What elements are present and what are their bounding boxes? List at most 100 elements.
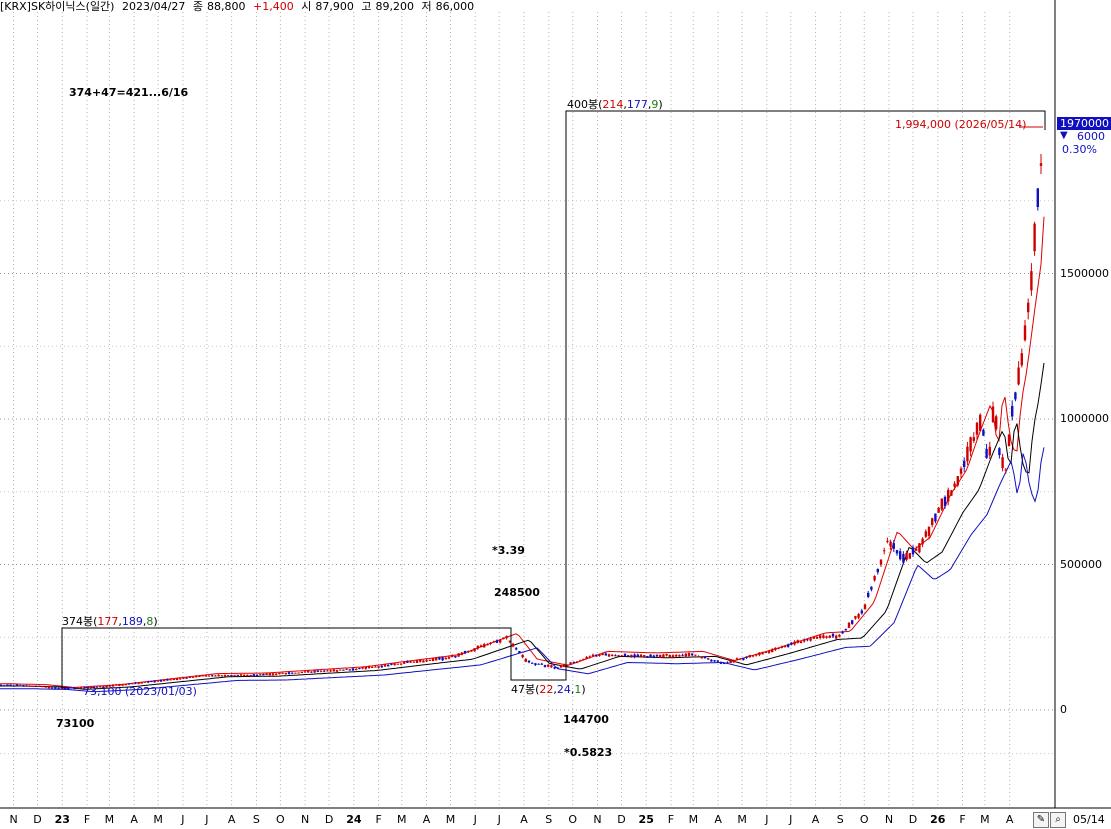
candle-body: [934, 513, 937, 522]
candle-body: [953, 483, 956, 487]
candle-body: [831, 633, 835, 637]
candle-body: [1030, 271, 1033, 291]
candle-body: [35, 686, 38, 688]
candle-body: [966, 446, 969, 462]
box3-a: 214: [602, 98, 624, 111]
candle-body: [582, 658, 585, 660]
candle-body: [806, 639, 809, 641]
x-tick-label: D: [617, 813, 626, 826]
candle-body: [271, 673, 275, 676]
candle-body: [799, 641, 803, 644]
candle-body: [972, 437, 975, 441]
x-tick-label: 23: [54, 813, 70, 826]
candle-body: [255, 674, 259, 676]
candle-body: [1001, 457, 1004, 469]
candle-body: [838, 634, 841, 637]
candle-body: [431, 658, 435, 662]
y-tick-label: 500000: [1060, 557, 1102, 571]
x-tick-label: F: [667, 813, 675, 826]
candle-body: [732, 660, 735, 663]
open-value: 87,900: [315, 0, 354, 13]
candle-body: [767, 650, 771, 653]
candle-body: [537, 663, 540, 665]
candle-body: [185, 677, 188, 679]
candle-body: [150, 681, 153, 683]
candle-body: [1027, 302, 1030, 313]
x-tick-label: J: [181, 813, 185, 826]
candle-body: [236, 674, 239, 676]
candle-body: [598, 654, 601, 656]
candle-body: [188, 676, 191, 679]
candle-body: [857, 614, 860, 618]
candle-body: [284, 673, 287, 675]
candle-body: [179, 678, 182, 680]
candle-body: [76, 687, 79, 689]
candle-body: [559, 665, 563, 668]
candle-body: [323, 670, 326, 672]
candle-body: [0, 684, 3, 686]
candle-body: [111, 684, 115, 687]
y-tick-label: 1000000: [1060, 412, 1109, 425]
candle-body: [396, 663, 399, 665]
sum-annotation: 374+47=421...6/16: [69, 86, 189, 99]
x-tick-label: J: [205, 813, 209, 826]
candle-body: [675, 654, 678, 657]
candle-body: [841, 631, 844, 634]
candle-body: [563, 664, 566, 668]
candle-body: [764, 652, 767, 654]
candle-body: [310, 671, 313, 673]
candle-body: [207, 675, 211, 677]
candle-body: [975, 422, 979, 435]
low-value: 86,000: [435, 0, 475, 13]
box1-c: 8: [146, 615, 154, 628]
candle-body: [947, 489, 950, 502]
candle-body: [879, 559, 883, 565]
low-value: 73100: [56, 717, 95, 730]
candle-body: [723, 663, 726, 665]
candle-body: [659, 654, 662, 658]
chart-grid: [0, 12, 1055, 808]
candle-body: [233, 674, 236, 676]
x-tick-label: J: [497, 813, 501, 826]
candle-body: [924, 531, 927, 537]
pencil-icon[interactable]: ✎: [1033, 812, 1049, 828]
candle-body: [809, 638, 812, 641]
candle-body: [572, 661, 575, 663]
candle-body: [566, 664, 569, 667]
candle-body: [415, 660, 419, 663]
candle-body: [307, 670, 310, 673]
candle-body: [86, 686, 89, 688]
candle-body: [627, 655, 630, 657]
candle-body: [121, 684, 124, 686]
candle-body: [57, 687, 60, 689]
high-value: 89,200: [375, 0, 414, 13]
candle-body: [153, 680, 156, 683]
candle-body: [835, 635, 838, 639]
candle-body: [678, 655, 681, 657]
candle-body: [268, 673, 271, 676]
candle-body: [905, 552, 908, 560]
candle-body: [220, 675, 223, 677]
magnifier-icon[interactable]: ⌕: [1050, 812, 1066, 828]
candle-body: [227, 675, 230, 677]
candle-body: [684, 653, 687, 657]
candle-body: [748, 655, 751, 658]
symbol-label: [KRX]SK하이닉스(일간): [0, 0, 115, 13]
candle-body: [489, 642, 492, 644]
candle-body: [25, 685, 28, 687]
candle-body: [963, 460, 966, 468]
candle-body: [588, 656, 591, 658]
candle-body: [543, 665, 547, 667]
x-tick-label: A: [1005, 813, 1014, 826]
candle-body: [585, 656, 588, 659]
box2-label: 47봉(22,24,1): [511, 683, 586, 696]
x-tick-label: A: [520, 813, 528, 826]
candle-body: [607, 654, 611, 657]
x-tick-label: A: [811, 813, 820, 826]
change-value: +1,400: [253, 0, 294, 13]
x-tick-label: M: [104, 813, 115, 826]
candle-body: [19, 685, 22, 687]
x-tick-label: D: [908, 813, 918, 826]
candle-body: [319, 670, 323, 672]
